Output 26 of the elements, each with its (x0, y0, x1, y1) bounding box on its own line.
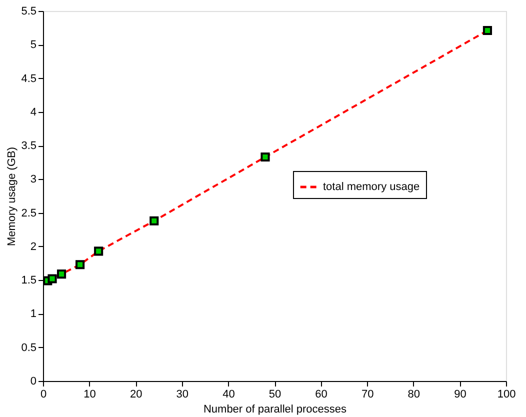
y-tick-label: 2 (30, 240, 36, 253)
x-tick-label: 90 (454, 388, 466, 400)
x-tick-label: 0 (40, 388, 47, 400)
x-tick-label: 50 (268, 388, 282, 400)
y-tick-label: 3 (30, 174, 36, 186)
y-tick-label: 5 (30, 39, 36, 52)
y-tick-label: 0.5 (21, 342, 36, 354)
x-axis-title: Number of parallel processes (203, 404, 348, 416)
x-tick-label: 20 (130, 388, 142, 400)
y-tick-label: 5.5 (21, 6, 36, 18)
x-tick-label: 30 (176, 388, 189, 400)
x-tick-label: 80 (408, 388, 420, 400)
y-axis-title: Memory usage (GB) (6, 146, 18, 246)
x-tick-label: 100 (497, 388, 516, 400)
x-tick-label: 10 (84, 388, 96, 400)
y-tick-label: 4 (30, 106, 36, 118)
y-tick-label: 3.5 (21, 140, 36, 152)
y-tick-label: 0 (30, 376, 36, 388)
x-tick-label: 70 (361, 388, 374, 400)
x-tick-label: 60 (315, 388, 328, 400)
x-tick-label: 40 (222, 388, 235, 400)
y-tick-label: 1 (30, 308, 36, 320)
y-tick-label: 2.5 (21, 207, 36, 220)
y-tick-label: 1.5 (21, 274, 36, 287)
legend-label: total memory usage (323, 181, 420, 193)
y-tick-label: 4.5 (21, 72, 36, 85)
